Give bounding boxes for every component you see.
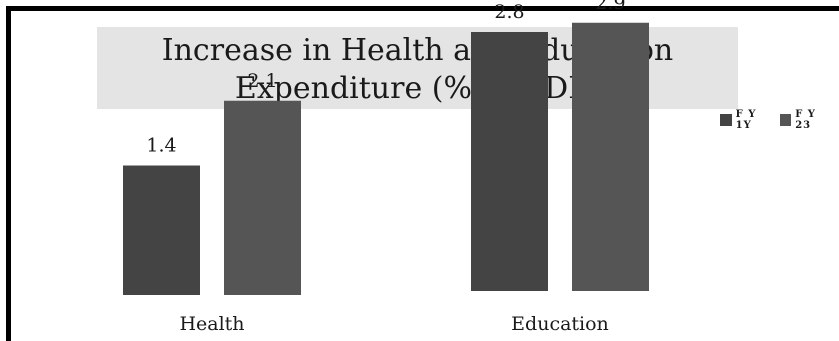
category-label-health: Health bbox=[179, 313, 244, 335]
bar-health-series-2 bbox=[224, 100, 301, 295]
bar-education-series-2 bbox=[572, 22, 649, 291]
category-label-education: Education bbox=[511, 313, 609, 335]
data-label-education-series-1: 2.8 bbox=[494, 1, 524, 23]
legend-item-series-1: F Y 1Y bbox=[720, 109, 776, 131]
legend-swatch-series-1 bbox=[720, 114, 732, 126]
legend-label-series-1: F Y 1Y bbox=[735, 109, 757, 131]
frame-border-left bbox=[6, 6, 11, 341]
legend-swatch-series-2 bbox=[779, 114, 792, 126]
bar-education-series-1 bbox=[471, 32, 548, 291]
bar-health-series-1 bbox=[123, 165, 200, 295]
data-label-education-series-2: 2.9 bbox=[595, 0, 625, 14]
legend-label-series-2: F Y 23 bbox=[795, 109, 816, 131]
data-label-health-series-2: 2.1 bbox=[247, 70, 277, 92]
legend-item-series-2: F Y 23 bbox=[779, 109, 835, 131]
frame-border-top bbox=[6, 6, 839, 11]
data-label-health-series-1: 1.4 bbox=[146, 135, 176, 157]
chart-legend: F Y 1Y F Y 23 bbox=[720, 109, 839, 131]
